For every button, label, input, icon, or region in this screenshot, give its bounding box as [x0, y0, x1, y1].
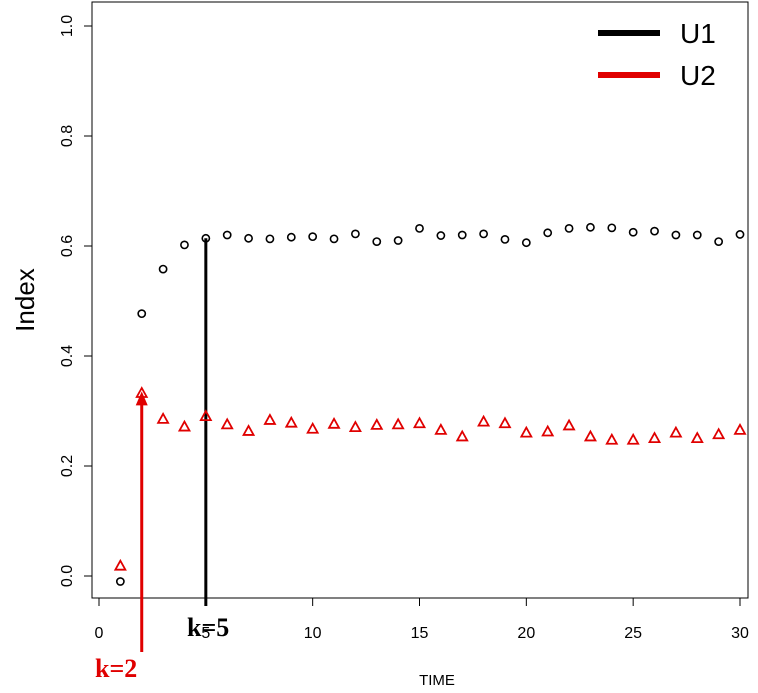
u2-point — [648, 431, 662, 444]
legend: U1 U2 — [598, 18, 716, 91]
u1-point — [457, 230, 467, 240]
legend-label-u2: U2 — [680, 60, 716, 91]
x-axis: 0 5 10 15 20 25 30 — [95, 598, 749, 642]
y-tick-label: 0.2 — [59, 455, 76, 477]
u1-point — [222, 230, 232, 240]
u2-point — [562, 418, 576, 431]
u2-point — [455, 429, 469, 442]
u2-point — [733, 422, 747, 435]
u2-point — [156, 411, 170, 424]
y-tick-label: 0.0 — [59, 565, 76, 587]
u2-point — [626, 432, 640, 445]
u2-point — [498, 416, 512, 429]
u1-point — [265, 234, 275, 244]
k5-annotation-label: k=5 — [187, 613, 229, 642]
y-tick-label: 0.4 — [59, 345, 76, 367]
u1-point — [650, 226, 659, 236]
u2-point — [199, 409, 213, 422]
u1-point — [329, 234, 339, 244]
u1-point — [436, 231, 446, 240]
u1-point — [586, 222, 595, 232]
u1-point — [735, 230, 745, 239]
x-tick-label: 30 — [731, 625, 749, 642]
u2-point — [583, 429, 597, 442]
u2-point — [263, 413, 277, 425]
u2-point — [669, 425, 683, 438]
u2-point — [177, 419, 191, 432]
u1-point — [180, 240, 189, 250]
u1-point — [521, 238, 531, 248]
u1-point — [308, 232, 318, 242]
series-u1 — [115, 222, 745, 586]
series-u2 — [113, 386, 747, 571]
u2-point — [370, 418, 384, 430]
u1-point — [500, 234, 510, 244]
y-tick-label: 0.8 — [59, 125, 76, 147]
x-tick-label: 15 — [411, 625, 429, 642]
u1-point — [564, 223, 574, 233]
u1-point — [607, 223, 617, 233]
u2-point — [284, 415, 298, 428]
u2-point — [327, 416, 341, 429]
series-layer — [113, 222, 747, 586]
y-tick-label: 1.0 — [59, 15, 76, 37]
u1-point — [158, 264, 168, 274]
plot-frame — [91, 1, 749, 599]
u1-point — [543, 228, 553, 238]
x-tick-label: 10 — [304, 625, 322, 642]
u1-point — [479, 229, 488, 239]
u2-point — [605, 432, 619, 445]
u2-point — [434, 422, 448, 435]
u1-point — [350, 229, 360, 239]
u2-point — [348, 420, 362, 433]
u1-point — [671, 230, 681, 240]
u2-point — [306, 421, 320, 434]
u1-point — [286, 232, 296, 242]
x-tick-label: 0 — [95, 625, 104, 642]
u1-point — [415, 223, 424, 233]
k2-arrow-head — [135, 391, 148, 406]
x-tick-label: 25 — [624, 625, 642, 642]
y-axis-title: Index — [10, 268, 40, 332]
u1-point — [692, 230, 702, 240]
u1-point — [714, 237, 724, 246]
u1-point — [201, 233, 211, 243]
x-tick-label: 20 — [517, 625, 535, 642]
annotation-labels: k=5 k=2 — [95, 613, 229, 683]
u2-point — [412, 416, 427, 429]
u2-point — [477, 414, 491, 427]
legend-label-u1: U1 — [680, 18, 716, 49]
annotation-lines — [135, 238, 208, 652]
u2-point — [541, 424, 555, 437]
u2-point — [391, 417, 405, 430]
x-axis-title: TIME — [419, 672, 455, 689]
u1-point — [628, 227, 638, 237]
u1-point — [137, 309, 147, 319]
u1-point — [244, 233, 253, 243]
x-tick-label: 5 — [201, 625, 210, 642]
y-axis: 0.0 0.2 0.4 0.6 0.8 1.0 — [59, 15, 92, 587]
u2-point — [220, 417, 234, 430]
u2-point — [712, 427, 726, 440]
u2-point — [135, 386, 149, 398]
u1-point — [372, 237, 382, 246]
u2-point — [690, 431, 704, 444]
u1-point — [393, 236, 403, 245]
u1-point — [115, 577, 125, 586]
u2-point — [113, 558, 127, 571]
y-tick-label: 0.6 — [59, 235, 76, 257]
u2-point — [519, 425, 533, 438]
u2-point — [242, 424, 256, 436]
k2-annotation-label: k=2 — [95, 654, 137, 683]
